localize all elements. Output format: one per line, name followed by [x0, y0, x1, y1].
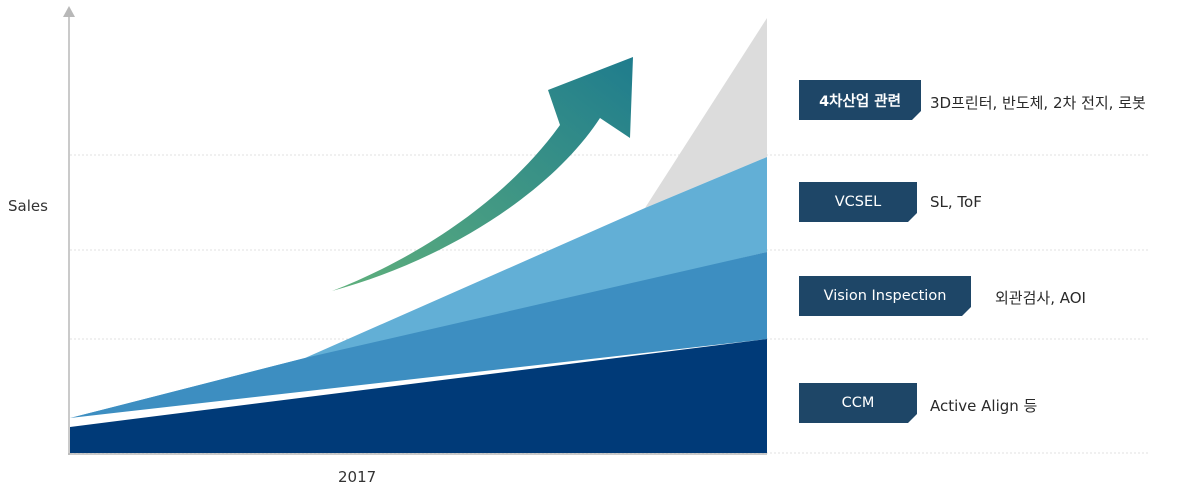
area-4th-industry: [645, 18, 767, 208]
legend-tag-4th-industry: 4차산업 관련: [799, 80, 921, 120]
legend-desc-ccm: Active Align 등: [930, 397, 1038, 415]
legend-desc-vcsel: SL, ToF: [930, 193, 982, 211]
growth-arrow: [332, 57, 633, 291]
x-axis-label: 2017: [338, 468, 377, 486]
area-vision-inspection: [70, 252, 767, 418]
legend-desc-4th-industry: 3D프린터, 반도체, 2차 전지, 로봇: [930, 94, 1146, 112]
legend-tag-vision-inspection: Vision Inspection: [799, 276, 971, 316]
legend-tag-ccm: CCM: [799, 383, 917, 423]
y-axis-arrowhead: [63, 6, 75, 17]
legend-desc-vision-inspection: 외관검사, AOI: [995, 289, 1086, 307]
area-ccm: [70, 339, 767, 453]
y-axis-label: Sales: [8, 197, 48, 215]
legend-tag-vcsel: VCSEL: [799, 182, 917, 222]
